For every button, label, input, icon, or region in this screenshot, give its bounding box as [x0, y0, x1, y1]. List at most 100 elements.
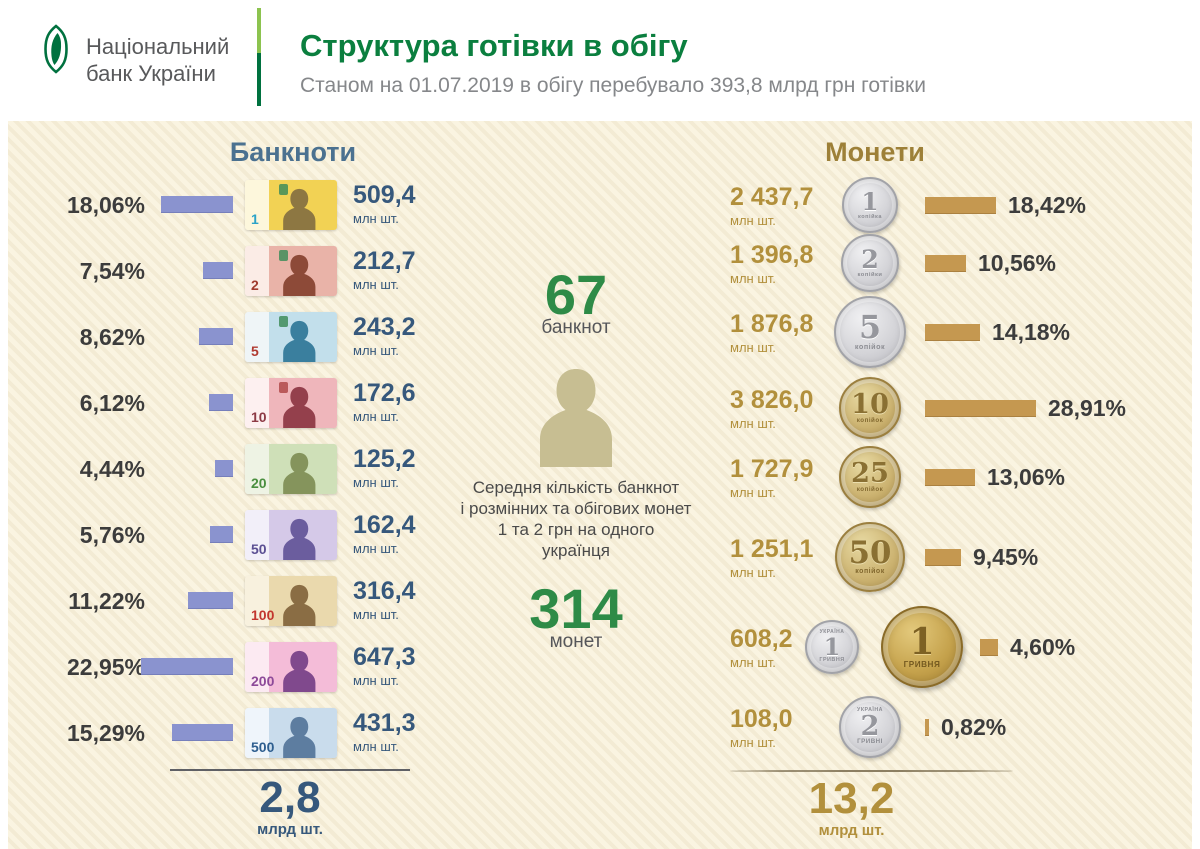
banknote-percent: 4,44% — [79, 456, 145, 482]
banknotes-total-value: 2,8 — [259, 773, 321, 822]
banknote-count-unit: млн шт. — [353, 343, 399, 358]
coin-row-1-0: 2 437,7 млн шт. 1 копійка 18,42% — [8, 160, 1192, 250]
coin-5-icon: 5 копійок — [834, 296, 906, 368]
coin-1-icon: УКРАЇНА 1 ГРИВНЯ — [805, 620, 859, 674]
coin-bar — [980, 639, 998, 656]
coin-bar — [925, 197, 996, 214]
banknote-row-50: 5,76% 50 162,4 млн шт. — [8, 502, 1192, 568]
banknote-count-unit: млн шт. — [353, 211, 399, 226]
banknote-count: 212,7 — [353, 247, 416, 275]
coin-value: 1 396,8 млн шт. — [730, 241, 813, 286]
coins-total-divider — [730, 770, 1013, 772]
coin-denomination: 5 — [858, 308, 882, 346]
coin-percent: 10,56% — [978, 250, 1057, 276]
banknote-denomination: 20 — [251, 475, 267, 491]
coin-count-unit: млн шт. — [730, 340, 776, 355]
banknote-image-500: 500 — [245, 708, 337, 758]
coin-word-label: копійка — [858, 213, 882, 220]
coins-section-title: Монети — [825, 137, 925, 167]
banknote-percent: 8,62% — [79, 324, 145, 350]
banknote-row-1: 18,06% 1 509,4 млн шт. — [8, 172, 1192, 238]
coin-percent: 13,06% — [987, 464, 1066, 490]
coin-row-1-6: 608,2 млн шт. УКРАЇНА 1 ГРИВНЯ 1 ГРИВНЯ 4,60% — [8, 602, 1192, 692]
coins-total-unit: млрд шт. — [818, 822, 885, 840]
coin-count: 1 396,8 — [730, 241, 814, 269]
banknote-count: 162,4 — [353, 511, 416, 539]
header-divider — [257, 8, 261, 106]
banknote-value: 647,3 млн шт. — [353, 643, 416, 688]
banknote-count: 431,3 — [353, 709, 416, 737]
banknote-value: 243,2 млн шт. — [353, 313, 416, 358]
coin-50-icon: 50 копійок — [835, 522, 905, 592]
banknote-percent: 18,06% — [66, 192, 145, 218]
coin-denomination: 2 — [860, 709, 880, 742]
logo-line2: банк України — [86, 61, 216, 86]
coin-word-label: ГРИВНЯ — [819, 657, 845, 664]
banknote-row-20: 4,44% 20 125,2 млн шт. — [8, 436, 1192, 502]
banknote-bar — [141, 658, 233, 675]
banknote-count: 243,2 — [353, 313, 416, 341]
coin-bar — [925, 719, 929, 736]
banknote-percent: 11,22% — [68, 588, 145, 614]
banknote-portrait-icon — [274, 252, 325, 296]
coin-row-50-5: 1 251,1 млн шт. 50 копійок 9,45% — [8, 512, 1192, 602]
banknote-bar — [188, 592, 233, 609]
coin-value: 108,0 млн шт. — [730, 705, 793, 750]
coin-bar — [925, 255, 966, 272]
banknote-value: 316,4 млн шт. — [353, 577, 416, 622]
coin-bar — [925, 324, 980, 341]
coin-denomination: 10 — [851, 387, 889, 420]
banknote-portrait-icon — [274, 384, 325, 428]
banknote-portrait-icon — [274, 450, 325, 494]
banknote-denomination: 200 — [251, 673, 275, 689]
banknotes-total: 2,8 млрд шт. — [170, 773, 410, 838]
coin-value: 608,2 млн шт. — [730, 625, 793, 670]
banknote-percent: 7,54% — [79, 258, 145, 284]
coin-count: 108,0 — [730, 705, 793, 733]
person-caption: Середня кількість банкнот і розмінних та… — [460, 478, 692, 560]
coin-2-icon: 2 копійки — [841, 234, 899, 292]
banknote-count-unit: млн шт. — [353, 673, 399, 688]
coin-count-unit: млн шт. — [730, 655, 776, 670]
banknote-count-unit: млн шт. — [353, 277, 399, 292]
coin-count-unit: млн шт. — [730, 565, 776, 580]
banknote-image-2: 2 — [245, 246, 337, 296]
banknote-denomination: 5 — [251, 343, 259, 359]
banknotes-per-person-label: банкнот — [541, 317, 611, 338]
banknote-percent: 22,95% — [66, 654, 145, 680]
coin-denomination: 50 — [848, 534, 892, 571]
coin-count: 3 826,0 — [730, 386, 814, 414]
coin-denomination: 2 — [861, 244, 879, 275]
banknote-denomination: 10 — [251, 409, 267, 425]
coin-count-unit: млн шт. — [730, 213, 776, 228]
banknote-emblem-icon — [279, 184, 289, 195]
coin-1-icon: 1 копійка — [842, 177, 898, 233]
banknote-row-200: 22,95% 200 647,3 млн шт. — [8, 634, 1192, 700]
banknote-image-100: 100 — [245, 576, 337, 626]
banknote-bar — [215, 460, 233, 477]
banknote-image-5: 5 — [245, 312, 337, 362]
banknote-value: 162,4 млн шт. — [353, 511, 416, 556]
banknote-denomination: 2 — [251, 277, 259, 293]
coin-value: 3 826,0 млн шт. — [730, 386, 813, 431]
coin-count: 608,2 — [730, 625, 793, 653]
banknote-value: 431,3 млн шт. — [353, 709, 416, 754]
banknote-value: 172,6 млн шт. — [353, 379, 416, 424]
banknote-emblem-icon — [279, 382, 289, 393]
person-icon — [530, 367, 622, 467]
banknote-portrait-icon — [274, 648, 325, 692]
coin-value: 2 437,7 млн шт. — [730, 183, 813, 228]
banknote-denomination: 100 — [251, 607, 275, 623]
banknotes-section-title: Банкноти — [229, 137, 357, 167]
banknote-row-500: 15,29% 500 431,3 млн шт. — [8, 700, 1192, 766]
coin-row-2-7: 108,0 млн шт. УКРАЇНА 2 ГРИВНІ 0,82% — [8, 682, 1192, 772]
banknote-row-5: 8,62% 5 243,2 млн шт. — [8, 304, 1192, 370]
coin-percent: 18,42% — [1008, 192, 1087, 218]
coin-count: 1 876,8 — [730, 310, 814, 338]
coin-count-unit: млн шт. — [730, 271, 776, 286]
coins-per-person-label: монет — [549, 631, 603, 652]
banknote-row-10: 6,12% 10 172,6 млн шт. — [8, 370, 1192, 436]
coin-bar — [925, 549, 961, 566]
banknote-portrait-icon — [274, 582, 325, 626]
coin-row-25-4: 1 727,9 млн шт. 25 копійок 13,06% — [8, 432, 1192, 522]
